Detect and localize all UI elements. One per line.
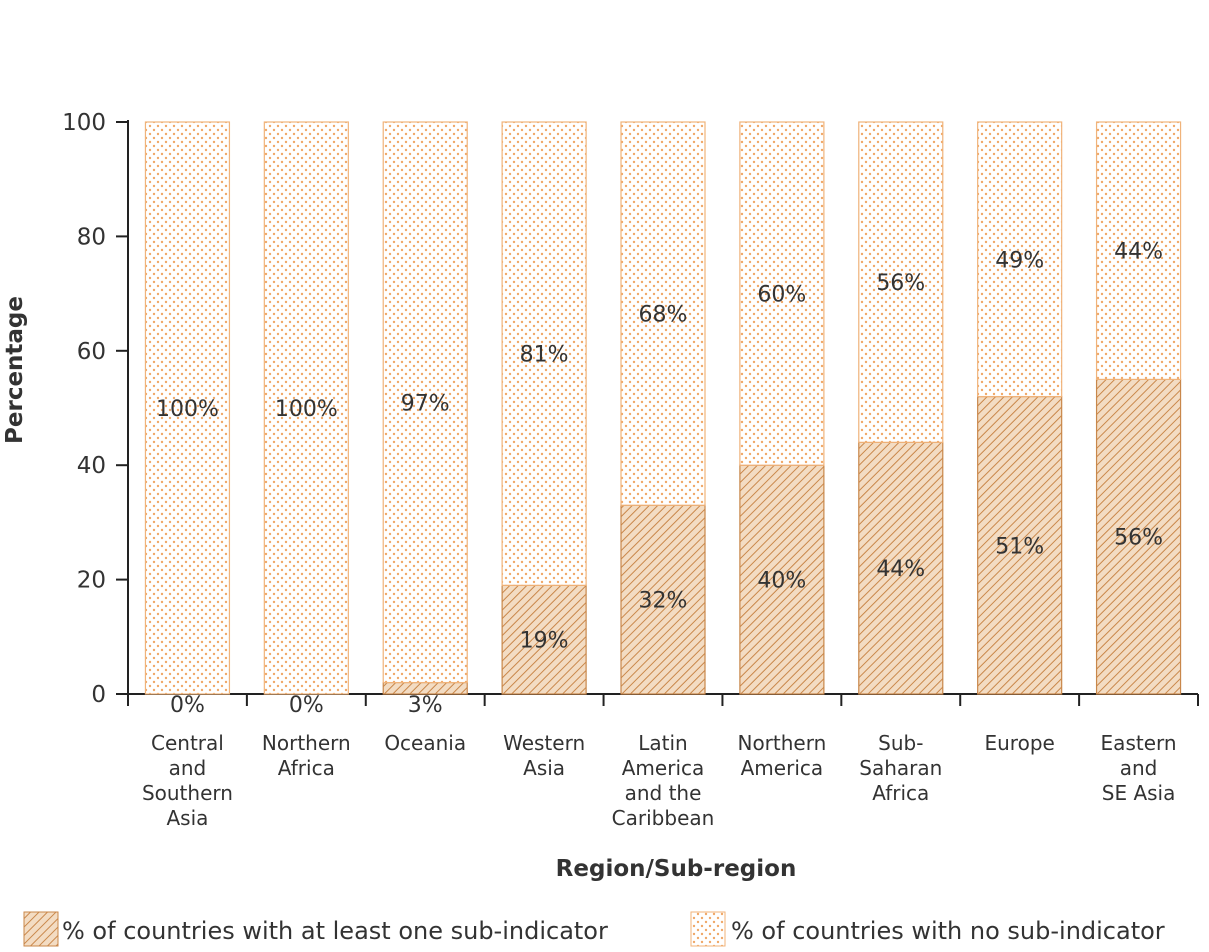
bar-at-least-one <box>739 464 825 695</box>
value-label-no-sub-indicator: 81% <box>520 343 569 368</box>
y-axis-title: Percentage <box>2 296 28 444</box>
bar-at-least-one <box>977 395 1063 695</box>
x-axis-title: Region/Sub-region <box>556 856 797 882</box>
value-label-no-sub-indicator: 100% <box>275 397 338 422</box>
value-label-no-sub-indicator: 56% <box>876 271 925 296</box>
bar-no-sub-indicator <box>501 121 587 586</box>
y-tick-label: 60 <box>77 339 106 365</box>
y-tick-label: 80 <box>77 224 106 250</box>
value-label-at-least-one: 0% <box>289 693 324 718</box>
bar-no-sub-indicator <box>739 121 825 466</box>
bar-no-sub-indicator <box>620 121 706 506</box>
legend-label-at-least-one: % of countries with at least one sub-ind… <box>62 917 608 945</box>
value-label-no-sub-indicator: 68% <box>639 303 688 328</box>
bar-no-sub-indicator <box>1095 121 1182 380</box>
value-label-at-least-one: 40% <box>757 569 806 594</box>
y-tick-label: 100 <box>62 110 106 136</box>
x-tick-label: Northern Africa <box>262 731 351 780</box>
x-tick-label: Northern America <box>737 731 826 780</box>
bar-no-sub-indicator <box>263 121 349 695</box>
x-tick-label: Eastern and SE Asia <box>1101 731 1177 805</box>
legend: % of countries with at least one sub-ind… <box>23 911 1165 947</box>
bar-at-least-one <box>501 584 587 695</box>
x-tick-label: Sub-Saharan Africa <box>859 731 942 805</box>
bar-at-least-one <box>858 441 944 695</box>
bar-no-sub-indicator <box>858 121 944 443</box>
x-tick-label: Central and Southern Asia <box>142 731 233 830</box>
bars <box>144 121 1182 695</box>
legend-swatch-dots <box>690 911 726 947</box>
bar-at-least-one <box>620 504 706 695</box>
y-tick-label: 40 <box>77 453 106 479</box>
value-label-no-sub-indicator: 100% <box>156 397 219 422</box>
legend-label-none: % of countries with no sub-indicator <box>731 917 1165 945</box>
value-label-no-sub-indicator: 97% <box>401 391 450 416</box>
value-label-at-least-one: 44% <box>876 557 925 582</box>
legend-swatch-hatch <box>23 911 59 947</box>
x-tick-label: Oceania <box>384 731 466 755</box>
value-label-at-least-one: 32% <box>639 589 688 614</box>
value-label-no-sub-indicator: 60% <box>757 283 806 308</box>
value-labels: 0% 100% 0% 100% 3% 97% 19% 81% 32% 68% 40% 60% 44% 56… <box>156 240 1163 718</box>
y-tick-label: 0 <box>91 682 106 708</box>
value-label-at-least-one: 0% <box>170 693 205 718</box>
value-label-at-least-one: 51% <box>995 534 1044 559</box>
x-tick-label: Europe <box>984 731 1054 755</box>
bar-no-sub-indicator <box>977 121 1063 398</box>
value-label-no-sub-indicator: 49% <box>995 248 1044 273</box>
y-tick-label: 20 <box>77 568 106 594</box>
bar-at-least-one <box>1095 378 1182 695</box>
value-label-at-least-one: 19% <box>520 629 569 654</box>
value-label-no-sub-indicator: 44% <box>1114 240 1163 265</box>
bar-no-sub-indicator <box>144 121 231 695</box>
value-label-at-least-one: 56% <box>1114 526 1163 551</box>
value-label-at-least-one: 3% <box>408 693 443 718</box>
bar-no-sub-indicator <box>382 121 468 684</box>
x-tick-labels: Central and Southern Asia Northern Africa Ocea… <box>142 731 1177 830</box>
x-tick-label: Latin America and the Caribbean <box>612 731 715 830</box>
x-tick-label: Western Asia <box>503 731 585 780</box>
